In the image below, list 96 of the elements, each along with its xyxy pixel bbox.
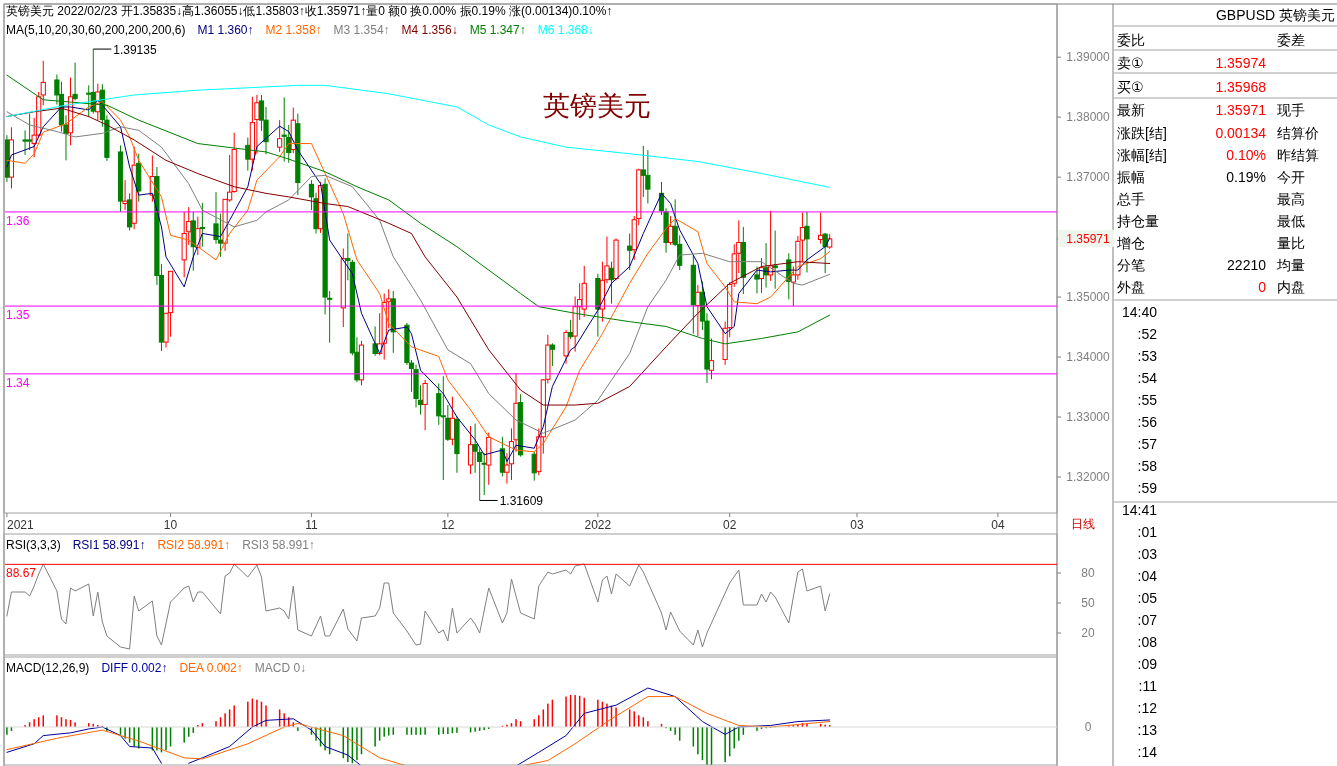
text: 分笔 [1117,257,1145,273]
text: 今开 [1277,169,1305,185]
text: 0 [1084,720,1092,734]
legend-title: MACD(12,26,9) [6,661,90,675]
x-tick-label: 10 [163,518,178,532]
y-tick-label: 50 [1081,596,1095,610]
ref-line-label: 1.36 [6,213,30,228]
text: :05 [1137,590,1158,606]
y-tick-label: 1.38000 [1066,110,1111,125]
y-tick-label: 20 [1081,626,1095,640]
x-tick-label: 03 [850,518,864,532]
text: 0.19% [1226,169,1266,185]
text: 现手 [1277,102,1305,118]
text: :12 [1137,700,1158,716]
text: 委差 [1277,32,1305,48]
x-tick-label: 11 [305,518,319,532]
text: M1 1.360↑ [197,23,254,37]
text: 22210 [1227,257,1267,273]
y-tick-label: 1.34000 [1066,350,1111,365]
text: 买① [1117,79,1144,95]
text: :57 [1137,436,1158,452]
text: 1.35974 [1215,55,1267,71]
text: DEA 0.002↑ [179,661,243,675]
text: :55 [1137,392,1158,408]
y-tick-label: 1.37000 [1066,170,1111,185]
ref-line-label: 1.34 [6,375,30,390]
text: 14:40 [1121,304,1158,320]
text: 持仓量 [1117,213,1159,229]
text: 1.35968 [1215,79,1267,95]
annotation: 1.31609 [499,494,544,509]
text: 日线 [1071,517,1095,531]
text: DIFF 0.002↑ [101,661,168,675]
text: :52 [1137,326,1158,342]
y-tick-label: 1.35971 [1066,231,1111,246]
text: M3 1.354↑ [333,23,390,37]
text: 昨结算 [1277,147,1319,163]
y-tick-label: 80 [1081,566,1095,580]
text: 内盘 [1277,279,1305,295]
text: :58 [1137,458,1158,474]
text: M5 1.347↑ [469,23,526,37]
text: M6 1.368↓ [537,23,594,37]
text: :54 [1137,370,1158,386]
text: 增仓 [1116,235,1145,251]
text: :04 [1137,568,1158,584]
ref-line-label: 1.35 [6,308,30,323]
text: 均量 [1276,257,1305,273]
legend-label: RSI1 58.991↑ [72,538,146,552]
text: 0.10% [1226,147,1266,163]
text: 振幅 [1117,169,1145,185]
text: 最新 [1117,102,1145,118]
y-tick-label: 1.35000 [1066,290,1111,305]
text: 最低 [1277,213,1305,229]
ref-line-label: 88.67 [6,566,37,581]
text: :09 [1137,656,1158,672]
text: :03 [1137,546,1158,562]
x-tick-label: 12 [441,518,455,532]
text: 1.35971 [1215,102,1267,118]
text: :59 [1137,480,1158,496]
text: 14:41 [1121,502,1158,518]
text: 量比 [1277,235,1305,251]
x-tick-label: 2021 [7,518,35,532]
text: :01 [1137,524,1158,540]
text: 0 [1258,279,1267,295]
legend-title: MA(5,10,20,30,60,200,200,200,6) [6,23,186,37]
legend-label: RSI2 58.991↑ [157,538,231,552]
annotation: 1.39135 [113,43,157,58]
text: 结算价 [1277,125,1319,141]
text: :53 [1137,348,1158,364]
text: :56 [1137,414,1158,430]
text: 涨幅[结] [1117,147,1167,163]
x-tick-label: 2022 [584,518,612,532]
y-tick-label: 1.33000 [1066,410,1111,425]
text: 总手 [1116,191,1145,207]
text: :07 [1137,612,1158,628]
y-tick-label: 1.32000 [1066,470,1111,485]
text: MACD 0↓ [254,661,307,675]
text: M2 1.358↑ [265,23,322,37]
text: 英镑美元 [543,91,651,121]
chart-subtitle: 英镑美元 2022/02/23 开1.35835↓高1.36055↓低1.35803↑收1.35971↑量0 额0 换0.00% 振0.19% 涨(0.00134)0.10%↑ [6,4,613,18]
text: :13 [1137,722,1158,738]
text: 卖① [1117,55,1144,71]
text: :08 [1137,634,1158,650]
series-label: RSI3 58.991↑ [242,538,315,552]
text: M4 1.356↓ [401,23,458,37]
text: 涨跌[结] [1117,125,1167,141]
text: GBPUSD 英镑美元 [1215,7,1335,23]
text: 最高 [1277,191,1305,207]
text: :14 [1137,744,1158,760]
text: 委比 [1117,32,1145,48]
text: 0.00134 [1215,125,1267,141]
x-tick-label: 04 [991,518,1005,532]
legend-title: RSI(3,3,3) [6,538,61,552]
y-tick-label: 1.39000 [1066,50,1111,65]
text: :11 [1138,678,1158,694]
x-tick-label: 02 [723,518,737,532]
text: 外盘 [1117,279,1145,295]
